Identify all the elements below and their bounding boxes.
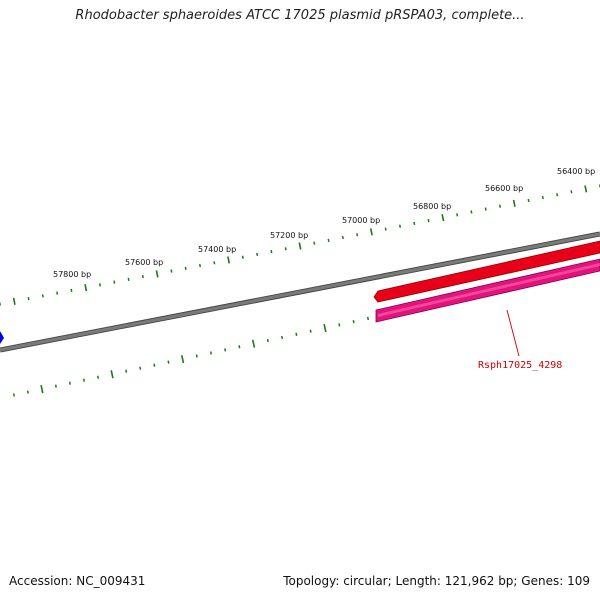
outer-tick-minor <box>127 277 130 282</box>
inner-tick-minor <box>26 390 30 394</box>
outer-tick-minor <box>570 190 573 194</box>
outer-tick-minor <box>213 261 216 265</box>
inner-tick-major <box>323 323 327 333</box>
outer-tick-minor <box>270 249 273 254</box>
inner-tick-minor <box>125 369 128 373</box>
left-edge-marker[interactable] <box>0 331 4 344</box>
outer-tick-minor <box>556 193 559 197</box>
outer-tick-minor <box>398 224 402 228</box>
inner-tick-minor <box>338 323 341 327</box>
tick-label: 57400 bp <box>198 245 236 254</box>
accession-value: NC_009431 <box>76 574 146 588</box>
outer-tick-minor <box>313 241 316 245</box>
inner-tick-minor <box>281 335 284 340</box>
outer-tick-major <box>155 270 159 278</box>
genes-label: Genes: <box>521 574 564 588</box>
outer-tick-minor <box>327 238 330 242</box>
outer-tick-minor <box>384 227 387 231</box>
accession-info: Accession: NC_009431 <box>9 574 145 588</box>
inner-tick-major <box>251 339 256 348</box>
inner-tick-major <box>110 370 114 379</box>
outer-tick-major <box>441 214 445 222</box>
inner-tick-major <box>40 385 44 394</box>
genes-value: 109 <box>567 574 590 588</box>
tick-label: 57000 bp <box>342 216 380 225</box>
outer-tick-major <box>512 199 516 207</box>
outer-tick-minor <box>427 218 430 223</box>
outer-tick-minor <box>70 288 73 292</box>
inner-tick-minor <box>153 363 156 367</box>
inner-tick-minor <box>366 316 370 321</box>
tick-label: 56600 bp <box>485 184 523 193</box>
outer-tick-minor <box>356 233 359 237</box>
inner-tick-minor <box>96 375 100 379</box>
outer-tick-major <box>369 228 373 236</box>
inner-tick-minor <box>139 366 142 370</box>
outer-tick-minor <box>241 255 244 259</box>
backbone-line <box>0 232 600 352</box>
outer-tick-track: 57800 bp 57600 bp 57400 bp 57200 bp 57000 bp… <box>0 167 600 306</box>
inner-tick-minor <box>54 384 57 388</box>
topology-label: Topology: <box>283 574 340 588</box>
genome-summary: Topology: circular; Length: 121,962 bp; … <box>283 574 590 588</box>
tick-label: 57600 bp <box>125 258 163 267</box>
outer-tick-minor <box>56 291 59 295</box>
map-title: Rhodobacter sphaeroides ATCC 17025 plasm… <box>75 8 525 23</box>
outer-tick-major <box>227 256 231 264</box>
inner-tick-minor <box>352 320 355 324</box>
accession-label: Accession: <box>9 574 73 588</box>
inner-tick-minor <box>238 345 241 349</box>
outer-tick-minor <box>113 280 116 284</box>
outer-tick-minor <box>198 263 202 268</box>
inner-tick-major <box>180 355 185 364</box>
outer-tick-minor <box>498 204 502 208</box>
inner-tick-minor <box>266 338 269 343</box>
outer-tick-minor <box>470 210 473 214</box>
gene-feature-arrow[interactable] <box>373 240 600 303</box>
inner-tick-minor <box>12 393 16 397</box>
outer-tick-major <box>298 242 302 250</box>
tick-label: 56400 bp <box>557 167 595 176</box>
tick-label: 57200 bp <box>270 231 308 240</box>
cds-highlight-stripe <box>378 263 600 317</box>
outer-tick-minor <box>27 296 30 301</box>
outer-tick-minor <box>284 247 287 251</box>
outer-tick-minor <box>41 294 44 298</box>
inner-tick-minor <box>209 351 213 355</box>
length-value: 121,962 bp; <box>444 574 518 588</box>
gene-label-leader <box>506 309 520 357</box>
tick-label: 57800 bp <box>53 270 91 279</box>
outer-tick-minor <box>541 195 544 200</box>
outer-tick-minor <box>98 283 102 287</box>
gene-label[interactable]: Rsph17025_4298 <box>478 360 562 371</box>
topology-value: circular; <box>343 574 392 588</box>
inner-tick-minor <box>309 329 312 333</box>
tick-label: 56800 bp <box>413 202 451 211</box>
outer-tick-minor <box>456 213 459 217</box>
outer-tick-minor <box>141 275 144 279</box>
inner-tick-minor <box>167 360 170 364</box>
outer-tick-minor <box>413 221 416 225</box>
inner-tick-minor <box>295 332 298 336</box>
outer-tick-minor <box>170 269 173 273</box>
inner-tick-minor <box>195 354 198 358</box>
outer-tick-minor <box>484 207 487 211</box>
inner-tick-minor <box>82 378 86 382</box>
outer-tick-minor <box>184 266 187 270</box>
outer-tick-minor <box>256 252 259 257</box>
outer-tick-minor <box>527 198 530 203</box>
inner-tick-minor <box>68 381 71 385</box>
outer-tick-minor <box>341 235 344 240</box>
outer-tick-major <box>84 284 88 292</box>
outer-tick-major <box>584 185 588 193</box>
length-label: Length: <box>395 574 441 588</box>
inner-tick-minor <box>224 348 227 352</box>
outer-tick-major <box>12 297 16 305</box>
